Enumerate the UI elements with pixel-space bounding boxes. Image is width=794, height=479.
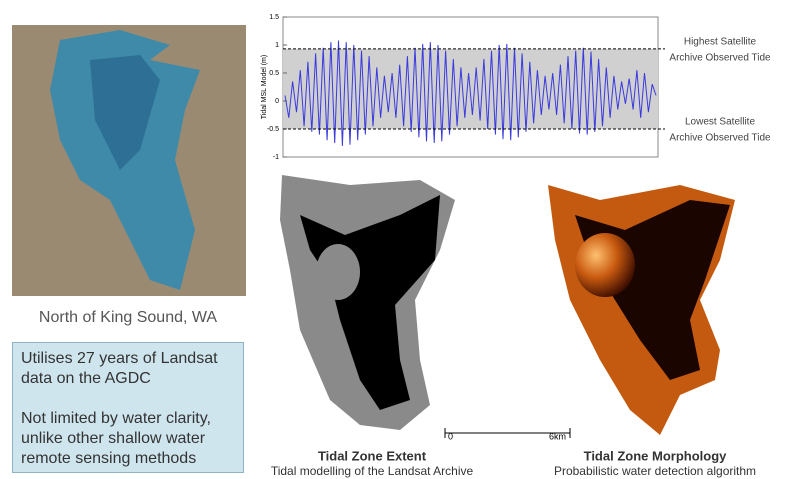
- y-tick-label: -0.5: [267, 126, 279, 133]
- info-line: data on the AGDC: [21, 369, 235, 389]
- panel-subtitle: Tidal modelling of the Landsat Archive: [271, 464, 474, 478]
- tide-chart: 1.5 1 0.5 0 -0.5 -1 Tidal MSL Model (m) Highest…: [261, 14, 771, 161]
- y-tick-label: 1: [275, 42, 279, 49]
- scale-label: 0: [448, 431, 453, 441]
- info-line: unlike other shallow water: [21, 429, 235, 449]
- location-caption: North of King Sound, WA: [39, 309, 217, 326]
- tide-annotation: Highest Satellite: [684, 37, 757, 48]
- y-tick-label: 0.5: [269, 70, 279, 77]
- scale-label: 6km: [549, 431, 566, 441]
- panel-title: Tidal Zone Extent: [318, 448, 427, 463]
- island: [316, 244, 360, 300]
- page: North of King Sound, WA 0 6km Tidal Zone…: [0, 0, 794, 479]
- tide-annotation: Archive Observed Tide: [669, 133, 771, 144]
- info-line: Utilises 27 years of Landsat: [21, 349, 235, 369]
- info-paragraph: Not limited by water clarity,unlike othe…: [21, 409, 235, 469]
- info-line: Not limited by water clarity,: [21, 409, 235, 429]
- tide-annotation: Lowest Satellite: [685, 117, 755, 128]
- morphology-bank: [575, 233, 635, 297]
- y-tick-label: 0: [275, 98, 279, 105]
- info-line: remote sensing methods: [21, 449, 235, 469]
- tide-annotation: Archive Observed Tide: [669, 53, 771, 64]
- y-tick-label: -1: [273, 154, 279, 161]
- y-tick-label: 1.5: [269, 14, 279, 21]
- panel-subtitle: Probabilistic water detection algorithm: [554, 464, 756, 478]
- panel-title: Tidal Zone Morphology: [584, 448, 728, 463]
- y-axis-label: Tidal MSL Model (m): [261, 55, 268, 119]
